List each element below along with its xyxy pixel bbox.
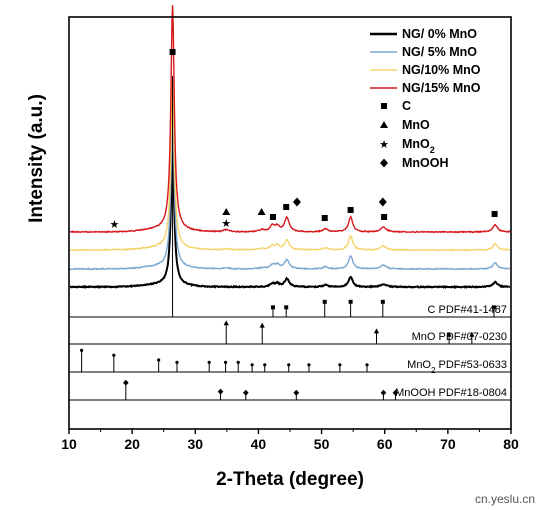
reference-stick-cap xyxy=(287,363,291,367)
legend-label: NG/ 0% MnO xyxy=(402,27,477,41)
reference-label: C PDF#41-1487 xyxy=(428,304,508,316)
reference-stick-cap xyxy=(392,389,399,396)
x-axis-title: 2-Theta (degree) xyxy=(216,469,364,490)
phase-marker-triangle xyxy=(222,208,231,215)
phase-marker-triangle xyxy=(257,208,266,215)
reference-patterns: C PDF#41-1487 MnO PDF#07-0230 MnO2 PDF#53-… xyxy=(69,76,511,401)
x-tick-label: 40 xyxy=(251,436,267,452)
reference-stick-cap xyxy=(491,305,496,310)
phase-marker-square xyxy=(321,215,328,221)
trace-3 xyxy=(69,5,511,234)
legend-symbol-diamond xyxy=(380,158,388,168)
reference-stick-cap xyxy=(236,360,240,364)
x-tick-label: 80 xyxy=(503,436,519,452)
x-tick-label: 20 xyxy=(124,436,140,452)
phase-marker-square xyxy=(491,211,498,217)
reference-stick-cap xyxy=(223,320,229,326)
phase-marker-square xyxy=(283,204,290,210)
trace-0 xyxy=(69,152,511,289)
reference-stick-cap xyxy=(259,322,265,328)
phase-marker-group: ★ ★ xyxy=(110,49,498,231)
phase-marker-star: ★ xyxy=(221,217,231,230)
reference-stick-cap xyxy=(263,363,267,367)
legend: NG/ 0% MnO NG/ 5% MnO NG/10% MnO NG/15% MnO… xyxy=(370,27,481,170)
reference-stick-cap xyxy=(157,358,161,362)
reference-stick-cap xyxy=(207,360,211,364)
reference-stick-cap xyxy=(223,360,228,364)
reference-label: MnO PDF#07-0230 xyxy=(412,331,507,343)
reference-stick-cap xyxy=(250,363,254,367)
phase-marker-square xyxy=(269,214,276,220)
reference-stick-cap xyxy=(373,328,380,334)
xrd-traces xyxy=(69,5,511,289)
legend-label: NG/15% MnO xyxy=(402,81,481,95)
reference-stick-cap xyxy=(175,360,179,364)
legend-label: MnO xyxy=(402,118,430,132)
reference-stick-cap xyxy=(243,389,249,396)
x-axis: 10 20 30 40 50 60 70 80 xyxy=(61,429,519,452)
trace-1 xyxy=(69,114,510,271)
reference-stick-cap xyxy=(322,299,327,304)
reference-stick-cap xyxy=(112,353,116,357)
y-axis-title: Intensity (a.u.) xyxy=(26,94,47,223)
reference-stick-cap xyxy=(270,305,275,310)
reference-stick-cap xyxy=(80,348,84,352)
trace-2 xyxy=(69,77,511,252)
x-tick-label: 10 xyxy=(61,436,77,452)
phase-marker-star: ★ xyxy=(110,218,120,231)
legend-label: NG/10% MnO xyxy=(402,63,481,77)
watermark-text: cn.yeslu.cn xyxy=(475,492,535,506)
reference-stick-cap xyxy=(123,379,129,386)
x-tick-label: 60 xyxy=(377,436,393,452)
legend-label: MnO2 xyxy=(402,137,435,155)
legend-symbol-triangle xyxy=(380,121,388,128)
legend-label: C xyxy=(402,99,411,113)
reference-stick-cap xyxy=(365,363,369,367)
x-tick-label: 30 xyxy=(187,436,203,452)
reference-stick-cap xyxy=(348,299,353,304)
legend-symbol-star: ★ xyxy=(379,138,389,151)
reference-stick-cap xyxy=(446,331,452,337)
legend-label: MnOOH xyxy=(402,156,449,170)
reference-stick-cap xyxy=(469,331,475,337)
reference-stick-cap xyxy=(217,388,224,395)
reference-stick-cap xyxy=(338,363,342,367)
reference-label: MnOOH PDF#18-0804 xyxy=(395,387,507,399)
phase-marker-diamond xyxy=(378,197,387,207)
phase-marker-square xyxy=(381,214,388,220)
reference-stick-cap xyxy=(380,299,385,304)
x-tick-label: 50 xyxy=(314,436,330,452)
phase-marker-diamond xyxy=(292,197,301,207)
reference-stick-cap xyxy=(284,305,289,310)
reference-stick-cap xyxy=(307,363,311,367)
reference-label: MnO2 PDF#53-0633 xyxy=(407,359,507,375)
phase-marker-square xyxy=(347,207,354,213)
phase-marker-square xyxy=(169,49,176,55)
legend-symbol-square xyxy=(381,103,387,109)
reference-stick-cap xyxy=(380,389,387,396)
x-tick-label: 70 xyxy=(440,436,456,452)
reference-stick-cap xyxy=(293,389,300,396)
legend-label: NG/ 5% MnO xyxy=(402,45,477,59)
